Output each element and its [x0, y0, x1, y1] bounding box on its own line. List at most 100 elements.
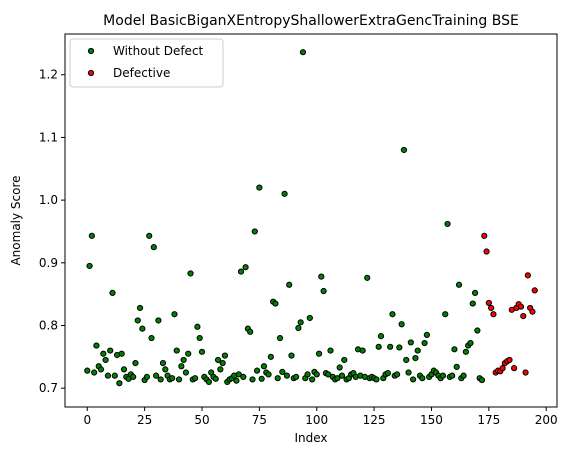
data-point-without-defect [453, 363, 460, 370]
data-point-without-defect [242, 264, 249, 271]
data-point-without-defect [247, 328, 254, 335]
data-point-without-defect [272, 300, 279, 307]
data-point-without-defect [235, 371, 242, 378]
x-axis-label: Index [294, 431, 327, 445]
data-point-without-defect [442, 311, 449, 318]
x-tick-label: 75 [252, 413, 267, 427]
data-point-without-defect [471, 289, 479, 297]
data-point-without-defect [421, 339, 428, 347]
data-point-defective [485, 299, 492, 307]
x-tick-label: 125 [363, 413, 386, 427]
data-point-without-defect [387, 343, 394, 350]
x-tick-label: 200 [535, 413, 558, 427]
x-tick-label: 0 [83, 413, 91, 427]
data-point-without-defect [116, 380, 123, 387]
data-point-without-defect [451, 346, 458, 353]
data-point-without-defect [148, 334, 155, 342]
data-point-without-defect [400, 146, 408, 154]
data-point-without-defect [205, 378, 212, 386]
data-point-without-defect [439, 372, 447, 379]
data-point-defective [481, 232, 488, 239]
data-point-without-defect [403, 356, 410, 364]
data-point-without-defect [292, 373, 300, 381]
data-point-without-defect [198, 348, 206, 355]
data-point-without-defect [297, 319, 304, 326]
data-point-without-defect [279, 368, 286, 375]
legend: Without Defect Defective [69, 38, 224, 88]
x-tick-label: 50 [194, 413, 209, 427]
legend-label-defective: Defective [113, 66, 170, 80]
legend-marker-without-defect [87, 47, 95, 55]
data-point-without-defect [423, 331, 430, 339]
data-point-without-defect [265, 371, 272, 378]
data-point-without-defect [178, 363, 185, 370]
data-point-without-defect [134, 317, 141, 324]
data-point-defective [524, 272, 531, 279]
data-point-without-defect [136, 304, 144, 312]
data-point-without-defect [84, 367, 91, 374]
data-point-without-defect [267, 353, 274, 360]
data-point-without-defect [221, 352, 229, 359]
data-point-without-defect [276, 334, 284, 342]
data-point-without-defect [159, 360, 167, 367]
data-point-without-defect [304, 371, 311, 378]
data-point-without-defect [449, 372, 456, 379]
data-point-without-defect [274, 375, 281, 382]
data-point-without-defect [281, 190, 288, 197]
data-point-defective [510, 365, 518, 372]
data-point-without-defect [318, 273, 325, 280]
data-point-without-defect [169, 375, 176, 382]
data-point-without-defect [146, 232, 153, 239]
data-point-without-defect [334, 375, 341, 382]
data-point-without-defect [109, 289, 116, 297]
data-point-without-defect [132, 360, 139, 367]
data-point-without-defect [460, 372, 467, 379]
data-point-defective [483, 248, 490, 255]
data-point-without-defect [467, 339, 474, 347]
data-point-defective [488, 304, 495, 312]
data-point-without-defect [412, 355, 419, 362]
data-point-without-defect [219, 360, 226, 367]
x-tick-label: 100 [305, 413, 328, 427]
data-point-without-defect [474, 327, 481, 334]
data-point-without-defect [237, 268, 245, 275]
data-point-without-defect [194, 323, 201, 330]
data-point-without-defect [139, 325, 146, 332]
data-point-without-defect [478, 376, 486, 384]
data-point-without-defect [283, 372, 291, 379]
y-tick-label: 0.7 [39, 381, 58, 395]
data-point-without-defect [214, 356, 222, 364]
data-point-without-defect [306, 314, 313, 322]
data-point-defective [520, 313, 527, 320]
data-point-without-defect [130, 373, 137, 381]
data-point-without-defect [377, 333, 385, 340]
data-point-defective [506, 356, 513, 364]
data-point-without-defect [175, 376, 183, 383]
plot-points [84, 49, 538, 387]
data-point-without-defect [364, 274, 371, 281]
legend-label-without-defect: Without Defect [113, 44, 204, 58]
data-point-without-defect [359, 347, 366, 354]
data-point-without-defect [107, 347, 114, 354]
data-point-without-defect [256, 184, 263, 191]
data-point-without-defect [469, 300, 476, 307]
data-point-without-defect [286, 281, 293, 288]
data-point-without-defect [100, 350, 107, 357]
legend-box [69, 38, 224, 88]
data-point-without-defect [260, 363, 268, 370]
data-point-without-defect [143, 373, 151, 381]
data-point-without-defect [455, 281, 463, 288]
data-point-without-defect [192, 375, 199, 382]
data-point-without-defect [313, 371, 320, 378]
data-point-without-defect [325, 371, 332, 378]
data-point-without-defect [111, 372, 118, 379]
data-point-without-defect [217, 366, 224, 373]
data-point-without-defect [91, 369, 98, 376]
data-point-without-defect [315, 350, 323, 357]
data-point-without-defect [88, 232, 95, 239]
data-point-without-defect [102, 356, 109, 364]
data-point-without-defect [341, 356, 348, 364]
data-point-without-defect [185, 350, 192, 357]
data-point-without-defect [118, 350, 125, 357]
